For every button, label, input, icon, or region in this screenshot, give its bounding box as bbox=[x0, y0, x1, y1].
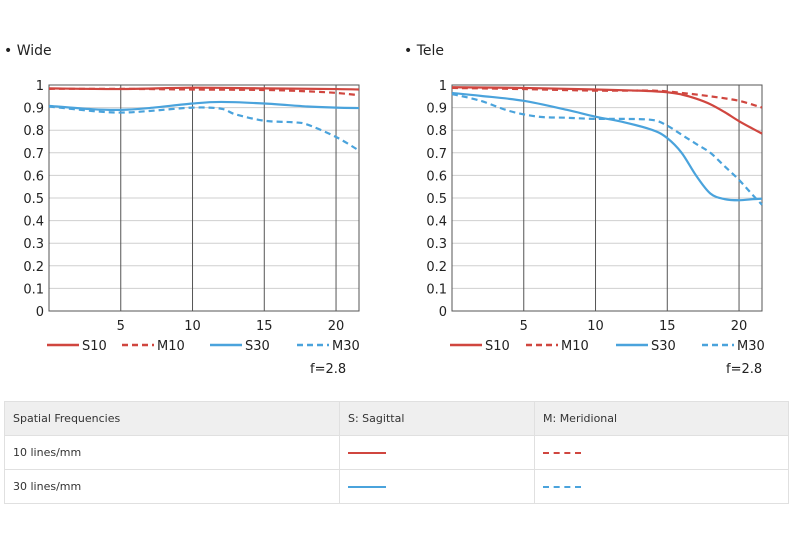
series-line-m10 bbox=[451, 86, 763, 109]
f-number-label: f=2.8 bbox=[726, 362, 762, 377]
chart-title: • Tele bbox=[404, 43, 444, 59]
x-tick-label: 10 bbox=[587, 319, 604, 334]
f-number-label: f=2.8 bbox=[310, 362, 346, 377]
legend-label-s10: S10 bbox=[485, 339, 510, 354]
legend-table-row-30: 30 lines/mm bbox=[4, 469, 789, 504]
y-tick-label: 0.6 bbox=[426, 169, 447, 184]
y-tick-label: 0.3 bbox=[426, 237, 447, 252]
legend-table-header-row: Spatial Frequencies S: Sagittal M: Merid… bbox=[4, 401, 789, 436]
row-label-10-lines: 10 lines/mm bbox=[4, 435, 340, 470]
y-tick-label: 0.9 bbox=[426, 102, 447, 117]
header-sagittal: S: Sagittal bbox=[339, 401, 535, 436]
y-tick-label: 0.8 bbox=[23, 124, 44, 139]
x-tick-label: 20 bbox=[328, 319, 345, 334]
y-tick-label: 0.3 bbox=[23, 237, 44, 252]
y-tick-label: 0.4 bbox=[426, 215, 447, 230]
y-tick-label: 0.4 bbox=[23, 215, 44, 230]
meridional-10-swatch-cell bbox=[534, 435, 789, 470]
series-line-m30 bbox=[48, 105, 360, 152]
plot-frame bbox=[48, 84, 360, 312]
solid-red-line-swatch bbox=[348, 452, 386, 454]
y-tick-label: 0 bbox=[36, 305, 44, 320]
line-style-legend-table: Spatial Frequencies S: Sagittal M: Merid… bbox=[4, 401, 789, 504]
header-spatial-frequencies: Spatial Frequencies bbox=[4, 401, 340, 436]
legend-label-m10: M10 bbox=[561, 339, 589, 354]
y-tick-label: 0.1 bbox=[23, 282, 44, 297]
y-tick-label: 0.9 bbox=[23, 102, 44, 117]
y-tick-label: 0.8 bbox=[426, 124, 447, 139]
series-line-s30 bbox=[451, 91, 763, 202]
y-tick-label: 0.5 bbox=[426, 192, 447, 207]
y-tick-label: 1 bbox=[439, 79, 447, 94]
y-tick-label: 0.6 bbox=[23, 169, 44, 184]
x-tick-label: 5 bbox=[520, 319, 528, 334]
meridional-30-swatch-cell bbox=[534, 469, 789, 504]
dashed-blue-line-swatch bbox=[543, 486, 581, 488]
header-meridional: M: Meridional bbox=[534, 401, 789, 436]
row-label-30-lines: 30 lines/mm bbox=[4, 469, 340, 504]
legend-label-m30: M30 bbox=[332, 339, 360, 354]
sagittal-10-swatch-cell bbox=[339, 435, 535, 470]
legend-label-s30: S30 bbox=[651, 339, 676, 354]
legend-label-m10: M10 bbox=[157, 339, 185, 354]
y-tick-label: 0.7 bbox=[23, 147, 44, 162]
series-line-m30 bbox=[451, 92, 763, 206]
legend-label-m30: M30 bbox=[737, 339, 765, 354]
y-tick-label: 0.2 bbox=[426, 260, 447, 275]
y-tick-label: 0.7 bbox=[426, 147, 447, 162]
y-tick-label: 0 bbox=[439, 305, 447, 320]
y-tick-label: 1 bbox=[36, 79, 44, 94]
chart-title: • Wide bbox=[4, 43, 52, 59]
y-tick-label: 0.5 bbox=[23, 192, 44, 207]
plot-frame bbox=[451, 84, 763, 312]
x-tick-label: 15 bbox=[659, 319, 676, 334]
x-tick-label: 5 bbox=[117, 319, 125, 334]
legend-label-s10: S10 bbox=[82, 339, 107, 354]
x-tick-label: 20 bbox=[731, 319, 748, 334]
dashed-red-line-swatch bbox=[543, 452, 581, 454]
sagittal-30-swatch-cell bbox=[339, 469, 535, 504]
legend-label-s30: S30 bbox=[245, 339, 270, 354]
series-line-m10 bbox=[48, 87, 360, 97]
y-tick-label: 0.1 bbox=[426, 282, 447, 297]
series-line-s10 bbox=[451, 86, 763, 135]
legend-table-row-10: 10 lines/mm bbox=[4, 435, 789, 470]
x-tick-label: 10 bbox=[184, 319, 201, 334]
series-line-s30 bbox=[48, 100, 360, 112]
x-tick-label: 15 bbox=[256, 319, 273, 334]
y-tick-label: 0.2 bbox=[23, 260, 44, 275]
solid-blue-line-swatch bbox=[348, 486, 386, 488]
